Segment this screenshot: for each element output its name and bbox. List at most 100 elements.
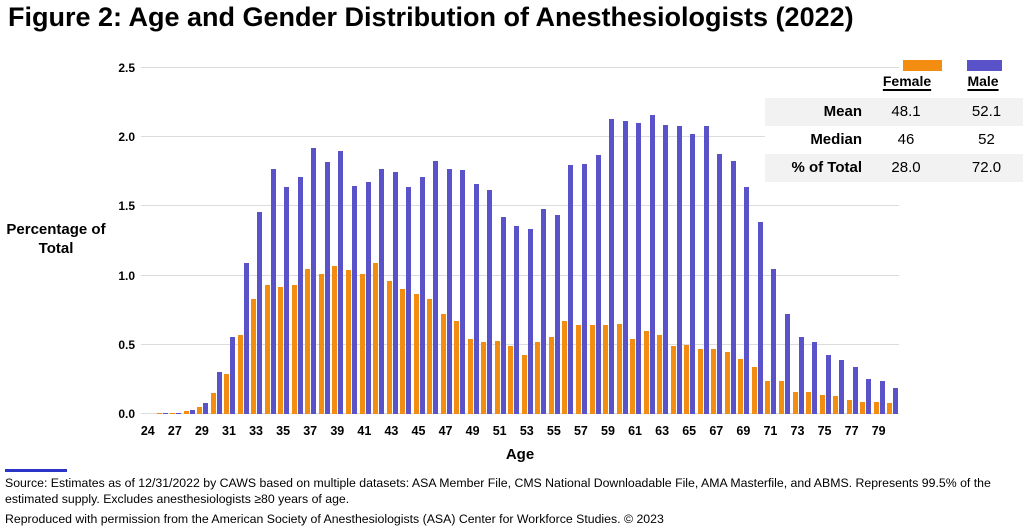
bar-female-age-38 bbox=[332, 265, 338, 414]
bar-male-age-77 bbox=[866, 379, 872, 414]
bar-female-age-56 bbox=[576, 325, 581, 414]
bar-female-age-78 bbox=[873, 401, 879, 414]
bar-female-age-76 bbox=[846, 400, 852, 414]
bar-female-age-59 bbox=[616, 324, 622, 414]
bar-female-age-30 bbox=[224, 373, 230, 414]
bar-male-age-69 bbox=[757, 221, 763, 414]
bar-male-age-25 bbox=[162, 413, 168, 414]
figure-title: Figure 2: Age and Gender Distribution of… bbox=[8, 2, 854, 32]
stats-row-label: % of Total bbox=[791, 159, 862, 176]
y-tick-label: 0.0 bbox=[118, 407, 135, 421]
bar-female-age-60 bbox=[630, 339, 636, 414]
x-tick-label-75: 75 bbox=[817, 424, 832, 438]
x-tick-label-49: 49 bbox=[465, 424, 480, 438]
stats-row-median: Median 46 52 bbox=[765, 126, 1023, 154]
bar-male-age-75 bbox=[839, 360, 845, 414]
bar-group-age-78 bbox=[873, 68, 888, 414]
x-tick-label-51: 51 bbox=[492, 424, 507, 438]
bar-group-age-24 bbox=[143, 68, 157, 414]
bar-male-age-55 bbox=[568, 164, 574, 414]
bar-male-age-62 bbox=[663, 124, 669, 414]
footer-source-note: Source: Estimates as of 12/31/2022 by CA… bbox=[5, 476, 991, 506]
x-tick-label-45: 45 bbox=[411, 424, 426, 438]
bar-female-age-75 bbox=[833, 396, 839, 414]
bar-male-age-28 bbox=[203, 402, 209, 414]
x-tick-label-29: 29 bbox=[194, 424, 209, 438]
x-tick-label-35: 35 bbox=[276, 424, 291, 438]
bar-male-age-71 bbox=[784, 314, 790, 414]
bar-group-age-79 bbox=[887, 68, 901, 414]
x-tick-label-39: 39 bbox=[330, 424, 345, 438]
bar-group-age-55 bbox=[562, 68, 576, 414]
bar-group-age-53 bbox=[535, 68, 549, 414]
bar-female-age-54 bbox=[548, 336, 554, 414]
bar-female-age-42 bbox=[386, 281, 392, 414]
gridline-0.0 bbox=[141, 413, 899, 414]
summary-stats-table: Mean 48.1 52.1 Median 46 52 % of Total 28.0 72.0 bbox=[765, 98, 1023, 182]
bar-male-age-79 bbox=[893, 387, 899, 414]
legend-male-swatch bbox=[967, 60, 1002, 71]
bar-group-age-66 bbox=[711, 68, 725, 414]
bars-container bbox=[143, 68, 901, 414]
bar-female-age-71 bbox=[778, 380, 784, 414]
bar-group-age-49 bbox=[481, 68, 495, 414]
footer-divider-line bbox=[5, 469, 67, 472]
stats-value-female: 46 bbox=[897, 131, 915, 148]
bar-group-age-45 bbox=[427, 68, 441, 414]
bar-female-age-53 bbox=[535, 342, 541, 414]
x-tick-label-55: 55 bbox=[546, 424, 561, 438]
bar-group-age-36 bbox=[305, 68, 319, 414]
bar-group-age-39 bbox=[345, 68, 360, 414]
x-tick-label-65: 65 bbox=[682, 424, 697, 438]
bar-male-age-53 bbox=[541, 209, 547, 414]
bar-group-age-32 bbox=[251, 68, 265, 414]
bar-male-age-39 bbox=[351, 185, 357, 414]
bar-male-age-29 bbox=[216, 372, 222, 414]
stats-value-male: 52.1 bbox=[971, 103, 1002, 120]
bar-group-age-29 bbox=[210, 68, 225, 414]
bar-male-age-34 bbox=[284, 187, 290, 414]
bar-group-age-59 bbox=[616, 68, 631, 414]
bar-male-age-54 bbox=[554, 214, 560, 414]
bar-female-age-47 bbox=[454, 321, 460, 414]
bar-female-age-68 bbox=[738, 358, 744, 414]
bar-male-age-47 bbox=[460, 170, 466, 414]
bar-male-age-58 bbox=[609, 119, 615, 414]
x-tick-label-59: 59 bbox=[601, 424, 615, 438]
bar-group-age-30 bbox=[224, 68, 238, 414]
bar-female-age-39 bbox=[345, 270, 351, 414]
bar-female-age-65 bbox=[697, 348, 703, 414]
gridline-2.0 bbox=[141, 136, 899, 138]
x-tick-label-71: 71 bbox=[763, 424, 778, 438]
bar-group-age-51 bbox=[508, 68, 522, 414]
bar-male-age-42 bbox=[392, 171, 398, 414]
x-tick-label-79: 79 bbox=[871, 424, 886, 438]
bar-male-age-32 bbox=[257, 211, 263, 414]
bar-male-age-37 bbox=[324, 162, 330, 414]
bar-group-age-67 bbox=[724, 68, 739, 414]
bar-female-age-45 bbox=[427, 299, 433, 414]
stats-value-male: 52 bbox=[978, 131, 995, 148]
bar-male-age-26 bbox=[176, 412, 182, 414]
bar-male-age-44 bbox=[419, 177, 425, 414]
bar-group-age-42 bbox=[386, 68, 401, 414]
bar-group-age-69 bbox=[751, 68, 766, 414]
bar-female-age-50 bbox=[494, 340, 500, 414]
stats-value-female: 28.0 bbox=[891, 159, 921, 176]
bar-group-age-61 bbox=[643, 68, 658, 414]
bar-male-age-57 bbox=[595, 155, 601, 414]
bar-group-age-31 bbox=[237, 68, 252, 414]
bar-group-age-60 bbox=[630, 68, 644, 414]
bar-male-age-66 bbox=[717, 153, 723, 414]
bar-male-age-51 bbox=[514, 225, 520, 414]
bar-female-age-36 bbox=[305, 268, 311, 414]
bar-male-age-59 bbox=[622, 120, 628, 414]
gridline-1.0 bbox=[141, 274, 899, 276]
y-tick-label: 2.5 bbox=[118, 61, 135, 75]
bar-female-age-70 bbox=[765, 380, 771, 414]
bar-chart-plot-area: Age 0.0 0.5 1.0 1.5 2.0 2.5 24 27 29 31 33 35 37 39 41… bbox=[118, 61, 901, 463]
bar-male-age-31 bbox=[243, 263, 249, 414]
bar-female-age-31 bbox=[237, 335, 243, 414]
stats-row-label: Mean bbox=[823, 103, 862, 120]
bar-group-age-77 bbox=[860, 68, 874, 414]
